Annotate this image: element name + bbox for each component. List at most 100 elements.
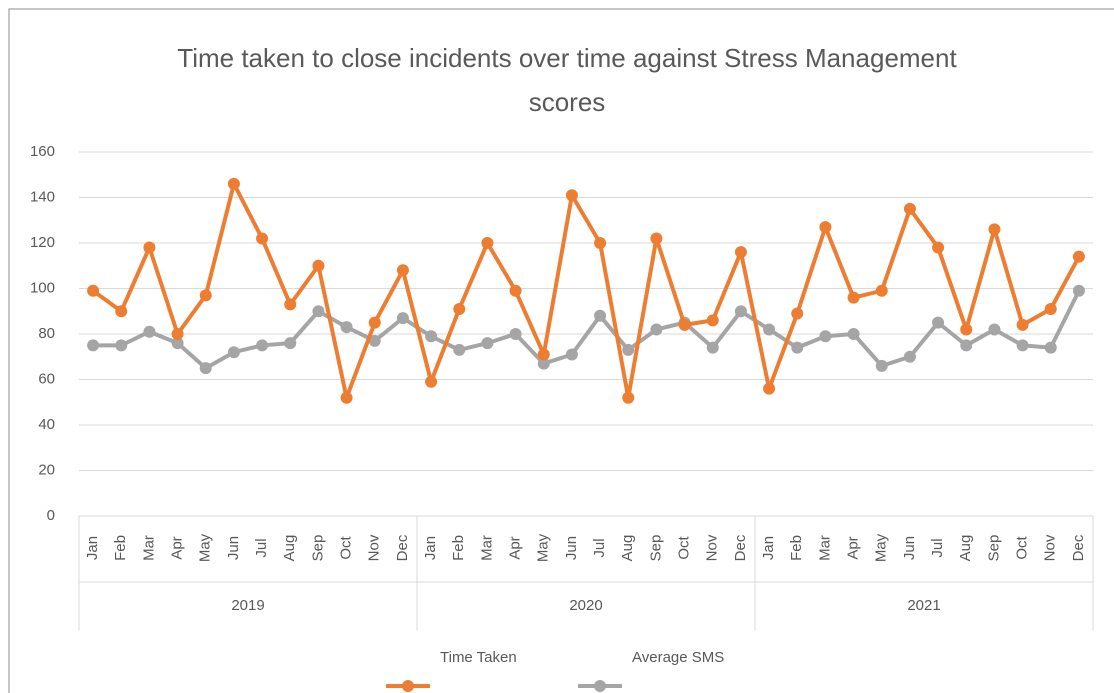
x-tick-label: Nov <box>1042 534 1059 561</box>
data-point <box>622 343 635 356</box>
x-tick-label: May <box>873 533 890 562</box>
data-point <box>791 341 804 354</box>
data-point <box>227 177 240 190</box>
data-point <box>87 339 100 352</box>
data-point <box>256 232 269 245</box>
data-point <box>960 323 973 336</box>
data-point <box>227 346 240 359</box>
data-point <box>565 348 578 361</box>
data-point <box>312 259 325 272</box>
data-point <box>256 339 269 352</box>
data-point <box>284 337 297 350</box>
data-point <box>199 362 212 375</box>
y-tick-label: 100 <box>30 279 55 296</box>
data-point <box>1044 302 1057 315</box>
x-tick-label: Nov <box>704 534 721 561</box>
x-tick-label: Oct <box>1014 536 1031 560</box>
data-point <box>988 323 1001 336</box>
data-point <box>537 348 550 361</box>
data-point <box>481 337 494 350</box>
data-point <box>763 382 776 395</box>
x-tick-label: Jan <box>422 536 439 560</box>
x-tick-label: Jan <box>84 536 101 560</box>
data-point <box>903 202 916 215</box>
data-point <box>791 307 804 320</box>
legend-marker <box>594 680 606 692</box>
x-tick-label: Nov <box>366 534 383 561</box>
group-label: 2019 <box>231 597 264 614</box>
data-point <box>368 316 381 329</box>
x-tick-label: Feb <box>112 535 129 561</box>
data-point <box>143 241 156 254</box>
x-tick-label: Apr <box>507 536 524 559</box>
data-point <box>509 284 522 297</box>
legend-label: Time Taken <box>440 649 517 666</box>
data-point <box>734 246 747 259</box>
group-label: 2020 <box>569 597 602 614</box>
data-point <box>396 312 409 325</box>
data-point <box>1044 341 1057 354</box>
data-point <box>622 391 635 404</box>
x-tick-label: Sep <box>309 535 326 562</box>
y-tick-label: 60 <box>38 370 55 387</box>
data-point <box>368 334 381 347</box>
series-line <box>91 181 1081 400</box>
y-tick-label: 40 <box>38 416 55 433</box>
y-tick-label: 80 <box>38 325 55 342</box>
data-point <box>763 323 776 336</box>
x-tick-label: Jul <box>253 538 270 557</box>
data-point <box>115 305 128 318</box>
data-point <box>340 391 353 404</box>
x-tick-label: Apr <box>169 536 186 559</box>
data-point <box>199 289 212 302</box>
data-point <box>537 357 550 370</box>
x-tick-label: Jun <box>225 536 242 560</box>
x-tick-label: Aug <box>957 535 974 562</box>
data-point <box>847 291 860 304</box>
data-point <box>594 237 607 249</box>
x-tick-label: Mar <box>816 535 833 561</box>
x-tick-label: Oct <box>338 536 355 560</box>
data-point <box>650 232 663 245</box>
data-point <box>1072 284 1085 297</box>
x-tick-label: May <box>197 533 214 562</box>
x-tick-label: Mar <box>478 535 495 561</box>
y-tick-label: 20 <box>38 461 55 478</box>
chart-border <box>8 8 1114 693</box>
y-tick-label: 120 <box>30 234 55 251</box>
data-point <box>847 328 860 340</box>
x-tick-label: Dec <box>394 534 411 561</box>
data-point <box>171 337 184 350</box>
data-point <box>678 318 691 331</box>
data-point <box>875 284 888 297</box>
data-point <box>312 305 325 318</box>
x-tick-label: Mar <box>140 535 157 561</box>
x-tick-label: Jul <box>929 538 946 557</box>
data-point <box>819 221 832 234</box>
x-tick-label: Aug <box>619 535 636 562</box>
x-tick-label: Apr <box>845 536 862 559</box>
x-tick-label: Dec <box>1070 534 1087 561</box>
data-point <box>1016 318 1029 331</box>
data-point <box>932 241 945 254</box>
x-tick-label: Jul <box>591 538 608 557</box>
data-point <box>1072 250 1085 263</box>
data-point <box>650 323 663 336</box>
data-point <box>425 330 438 343</box>
y-tick-label: 140 <box>30 188 55 205</box>
data-point <box>481 237 494 249</box>
data-point <box>565 189 578 202</box>
group-label: 2021 <box>907 597 940 614</box>
data-point <box>594 309 607 322</box>
data-point <box>1016 339 1029 352</box>
x-tick-label: May <box>535 533 552 562</box>
x-tick-label: Feb <box>450 535 467 561</box>
data-point <box>988 223 1001 236</box>
data-point <box>284 298 297 311</box>
data-point <box>453 302 466 315</box>
data-point <box>115 339 128 352</box>
data-point <box>734 305 747 318</box>
data-point <box>932 316 945 329</box>
data-point <box>171 328 184 340</box>
